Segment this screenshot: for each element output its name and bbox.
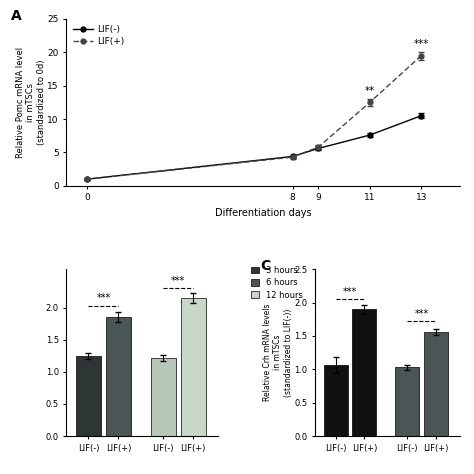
Text: ***: *** — [171, 276, 185, 286]
Bar — [151, 358, 176, 436]
Bar — [106, 318, 131, 436]
Bar — [424, 332, 448, 436]
Text: ***: *** — [414, 309, 428, 319]
Legend: 3 hours, 6 hours, 12 hours: 3 hours, 6 hours, 12 hours — [250, 265, 303, 301]
X-axis label: Differentiation days: Differentiation days — [215, 208, 311, 218]
Bar — [181, 298, 206, 436]
Bar — [324, 365, 348, 436]
Y-axis label: Relative Pomc mRNA level
in mTSCs
(standardized to 0d): Relative Pomc mRNA level in mTSCs (stand… — [16, 47, 46, 158]
Text: A: A — [11, 9, 22, 23]
Bar — [76, 356, 101, 436]
Text: ***: *** — [96, 293, 110, 303]
Bar — [395, 367, 419, 436]
Legend: LIF(-), LIF(+): LIF(-), LIF(+) — [71, 24, 126, 48]
Y-axis label: Relative Crh mRNA levels
in mTSCs
(standardized to LIF(-)): Relative Crh mRNA levels in mTSCs (stand… — [263, 304, 293, 401]
Text: C: C — [260, 259, 270, 273]
Text: ***: *** — [343, 287, 357, 297]
Text: **: ** — [365, 86, 375, 96]
Bar — [353, 309, 376, 436]
Text: ***: *** — [413, 39, 429, 49]
